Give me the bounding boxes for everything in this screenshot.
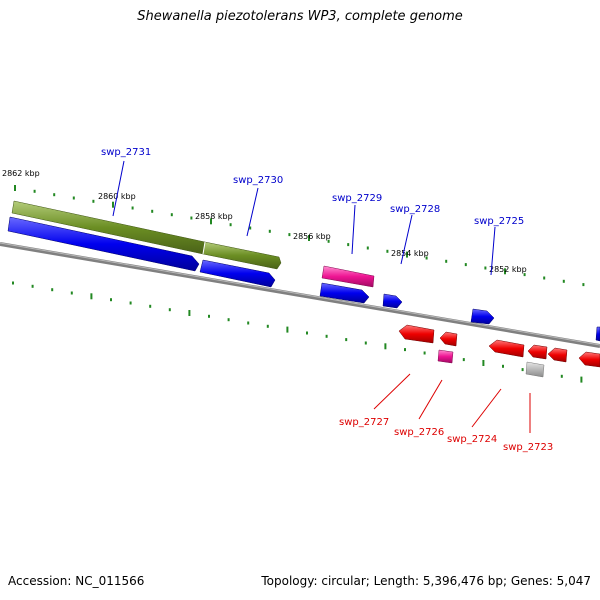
cds-forward-swp_2730[interactable]	[199, 259, 276, 288]
pseudo-feature-swp_2723[interactable]	[525, 361, 545, 378]
accession-text: Accession: NC_011566	[8, 574, 145, 588]
gene-divider	[202, 241, 206, 255]
leader-line-swp_2729	[351, 204, 356, 255]
cds-forward-small-1[interactable]	[382, 293, 403, 309]
leader-line-swp_2727	[373, 373, 411, 410]
scale-ticks-inner	[12, 281, 583, 383]
scale-label-2862: 2862 kbp	[2, 169, 40, 178]
scale-label-2856: 2856 kbp	[293, 232, 331, 241]
cds-reverse-swp_2727[interactable]	[398, 324, 435, 344]
genome-summary-text: Topology: circular; Length: 5,396,476 bp…	[261, 574, 591, 588]
gene-label-swp_2727[interactable]: swp_2727	[339, 417, 389, 428]
gene-label-swp_2730[interactable]: swp_2730	[233, 175, 283, 186]
cds-reverse-edge[interactable]	[578, 351, 600, 368]
rna-feature-swp_2729[interactable]	[321, 265, 375, 288]
cds-forward-swp_2725[interactable]	[470, 308, 495, 325]
leader-line-swp_2724	[471, 388, 502, 428]
scale-label-2854: 2854 kbp	[391, 249, 429, 258]
gene-label-swp_2723[interactable]: swp_2723	[503, 442, 553, 453]
cds-reverse-small-1[interactable]	[439, 331, 458, 347]
cds-reverse-small-3[interactable]	[547, 347, 568, 363]
gene-label-swp_2726[interactable]: swp_2726	[394, 427, 444, 438]
cds-reverse-small-2[interactable]	[527, 344, 548, 360]
genome-backbone	[0, 242, 600, 348]
rna-feature-swp_2726[interactable]	[437, 349, 454, 364]
leader-line-swp_2730	[246, 187, 259, 237]
cds-forward-edge[interactable]	[595, 326, 600, 342]
gene-label-swp_2729[interactable]: swp_2729	[332, 193, 382, 204]
leader-line-swp_2728	[400, 214, 413, 265]
map-title: Shewanella piezotolerans WP3, complete g…	[137, 9, 463, 24]
gene-label-swp_2725[interactable]: swp_2725	[474, 216, 524, 227]
gene-label-swp_2728[interactable]: swp_2728	[390, 204, 440, 215]
leader-line-swp_2726	[418, 379, 443, 420]
gene-label-swp_2731[interactable]: swp_2731	[101, 147, 151, 158]
scale-ticks-outer	[14, 185, 585, 287]
scale-label-2858: 2858 kbp	[195, 212, 233, 221]
cds-forward-swp_2731[interactable]	[7, 216, 200, 272]
scale-label-2852: 2852 kbp	[489, 265, 527, 274]
genome-backbone-highlight	[0, 242, 600, 346]
cds-reverse-swp_2724[interactable]	[488, 339, 525, 358]
cds-forward-swp_2728[interactable]	[319, 282, 370, 304]
gene-label-swp_2724[interactable]: swp_2724	[447, 434, 497, 445]
leader-line-swp_2731	[112, 160, 125, 217]
leader-line-swp_2725	[490, 226, 496, 276]
